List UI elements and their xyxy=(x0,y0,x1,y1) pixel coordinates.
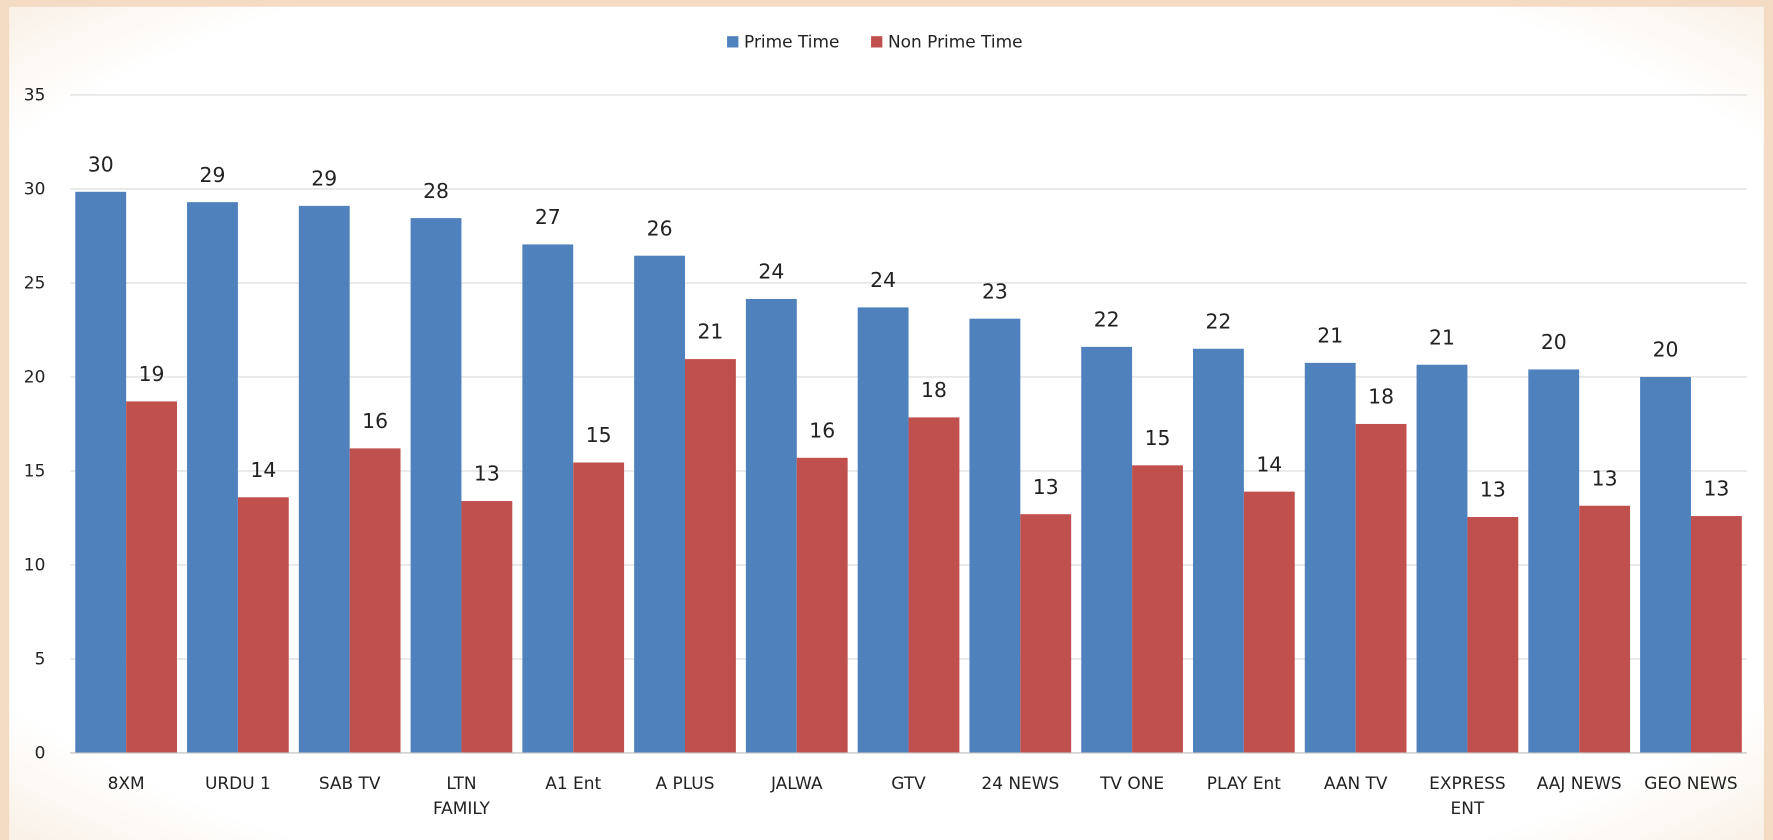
bar xyxy=(1243,491,1295,753)
bar xyxy=(1467,517,1519,753)
x-tick-label: 24 NEWS xyxy=(981,773,1059,793)
data-label: 16 xyxy=(809,418,835,442)
bar xyxy=(522,244,574,753)
data-label: 19 xyxy=(139,362,165,386)
y-tick-label: 20 xyxy=(24,367,46,387)
data-label: 13 xyxy=(474,462,500,486)
data-label: 20 xyxy=(1541,330,1567,354)
x-tick-label: AAN TV xyxy=(1324,773,1388,793)
data-label: 24 xyxy=(870,268,896,292)
bar xyxy=(298,205,350,753)
x-tick-label: A1 Ent xyxy=(545,773,601,793)
y-tick-label: 5 xyxy=(35,649,46,669)
data-label: 29 xyxy=(200,163,226,187)
data-label: 18 xyxy=(921,378,947,402)
data-label: 20 xyxy=(1653,338,1679,362)
bar xyxy=(1304,362,1356,753)
y-tick-label: 15 xyxy=(24,461,46,481)
bar xyxy=(1193,348,1244,753)
data-label: 27 xyxy=(535,205,561,229)
bar xyxy=(126,401,177,753)
data-label: 21 xyxy=(697,320,723,344)
data-label: 14 xyxy=(1256,452,1282,476)
x-tick-label: GTV xyxy=(891,773,926,793)
data-label: 13 xyxy=(1592,466,1618,490)
x-tick-label: PLAY Ent xyxy=(1207,773,1281,793)
data-label: 15 xyxy=(1145,426,1171,450)
y-tick-label: 0 xyxy=(35,743,46,763)
bar xyxy=(1132,465,1183,753)
bar xyxy=(1081,346,1133,753)
legend-swatch xyxy=(871,36,883,48)
data-label: 21 xyxy=(1317,324,1343,348)
bar xyxy=(745,298,797,753)
x-tick-label: GEO NEWS xyxy=(1644,773,1737,793)
data-label: 26 xyxy=(647,216,673,240)
bar xyxy=(796,457,848,753)
bar xyxy=(634,255,685,753)
data-label: 13 xyxy=(1703,477,1729,501)
x-tick-label: JALWA xyxy=(770,773,823,793)
data-label: 22 xyxy=(1206,309,1232,333)
x-tick-label: URDU 1 xyxy=(205,773,271,793)
bar xyxy=(1020,514,1072,753)
data-label: 13 xyxy=(1480,478,1506,502)
legend-swatch xyxy=(727,36,739,48)
bar xyxy=(1690,516,1742,753)
bar xyxy=(684,359,736,753)
y-tick-label: 10 xyxy=(24,555,46,575)
bar xyxy=(461,501,513,753)
data-label: 30 xyxy=(88,152,114,176)
bar xyxy=(908,417,960,753)
data-label: 15 xyxy=(586,423,612,447)
x-tick-label: A PLUS xyxy=(656,773,715,793)
data-label: 24 xyxy=(758,260,784,284)
bar xyxy=(349,448,401,753)
data-label: 28 xyxy=(423,179,449,203)
bar xyxy=(410,218,462,753)
x-tick-label: AAJ NEWS xyxy=(1537,773,1622,793)
data-label: 16 xyxy=(362,409,388,433)
bar xyxy=(237,497,289,753)
data-label: 22 xyxy=(1094,308,1120,332)
bar xyxy=(857,307,909,753)
bar xyxy=(1640,376,1691,753)
data-label: 21 xyxy=(1429,325,1455,349)
bar xyxy=(1579,505,1631,753)
bar xyxy=(573,462,625,753)
data-label: 14 xyxy=(250,458,276,482)
bar xyxy=(187,202,238,753)
x-tick-label: EXPRESS ENT xyxy=(1429,773,1505,818)
bar xyxy=(1355,423,1407,753)
y-tick-label: 30 xyxy=(24,179,46,199)
bar xyxy=(75,191,127,753)
data-label: 18 xyxy=(1368,385,1394,409)
y-tick-label: 35 xyxy=(24,85,46,105)
x-tick-label: TV ONE xyxy=(1099,773,1164,793)
x-tick-label: SAB TV xyxy=(319,773,381,793)
y-tick-label: 25 xyxy=(24,273,46,293)
bar xyxy=(1416,364,1468,753)
data-label: 13 xyxy=(1033,475,1059,499)
x-tick-label: 8XM xyxy=(108,773,145,793)
legend-label: Prime Time xyxy=(744,31,839,51)
bar xyxy=(1528,369,1580,753)
data-label: 23 xyxy=(982,279,1008,303)
data-label: 29 xyxy=(311,167,337,191)
legend-label: Non Prime Time xyxy=(888,31,1023,51)
bar xyxy=(969,318,1021,753)
x-tick-label: LTN FAMILY xyxy=(433,773,491,818)
